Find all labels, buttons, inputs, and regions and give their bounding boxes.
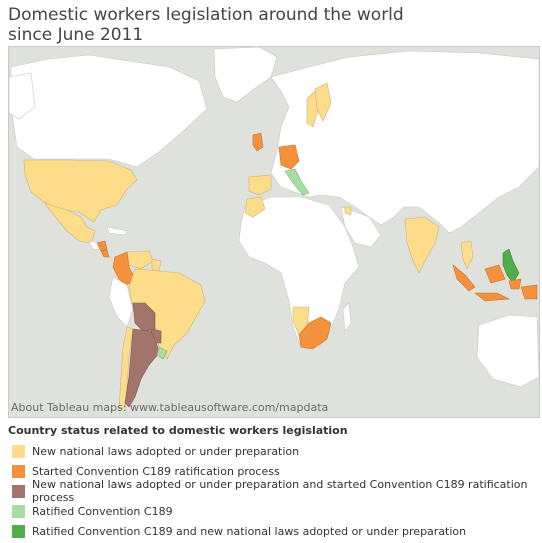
title-line-1: Domestic workers legislation around the … bbox=[8, 5, 404, 25]
country-argentina[interactable] bbox=[124, 328, 160, 408]
country-bolivia[interactable] bbox=[132, 302, 156, 332]
greenland bbox=[213, 47, 278, 103]
country-jordan[interactable] bbox=[344, 206, 352, 216]
country-nicaragua[interactable] bbox=[96, 240, 108, 252]
legend-label: Ratified Convention C189 bbox=[32, 504, 173, 518]
country-philippines[interactable] bbox=[502, 248, 520, 284]
legend-item[interactable]: New national laws adopted or under prepa… bbox=[8, 478, 538, 504]
country-united-states[interactable] bbox=[23, 159, 138, 223]
legend-item[interactable]: Started Convention C189 ratification pro… bbox=[8, 461, 538, 481]
caribbean bbox=[106, 226, 128, 236]
country-morocco[interactable] bbox=[244, 196, 266, 218]
legend-swatch bbox=[12, 524, 25, 538]
canada bbox=[10, 54, 208, 168]
legend-item[interactable]: Ratified Convention C189 bbox=[8, 501, 538, 521]
country-uruguay[interactable] bbox=[156, 346, 168, 360]
legend-label: Ratified Convention C189 and new nationa… bbox=[32, 524, 467, 538]
country-costa-rica[interactable] bbox=[100, 249, 110, 258]
legend-title: Country status related to domestic worke… bbox=[8, 424, 348, 437]
country-germany[interactable] bbox=[278, 144, 300, 170]
country-south-africa[interactable] bbox=[298, 316, 332, 350]
legend-label: New national laws adopted or under prepa… bbox=[32, 478, 528, 504]
country-finland[interactable] bbox=[314, 82, 332, 122]
country-united-kingdom[interactable] bbox=[252, 132, 264, 152]
country-india[interactable] bbox=[404, 216, 440, 274]
country-italy[interactable] bbox=[284, 168, 310, 196]
world-map-svg[interactable] bbox=[9, 47, 539, 417]
legend: Country status related to domestic worke… bbox=[8, 424, 538, 541]
australia bbox=[476, 314, 539, 388]
legend-swatch bbox=[12, 484, 25, 498]
africa bbox=[238, 196, 360, 352]
legend-item[interactable]: New national laws adopted or under prepa… bbox=[8, 441, 538, 461]
country-spain[interactable] bbox=[248, 174, 272, 196]
title-line-2: since June 2011 bbox=[8, 25, 144, 45]
legend-item[interactable]: Ratified Convention C189 and new nationa… bbox=[8, 521, 538, 541]
eurasia bbox=[270, 50, 539, 234]
world-map[interactable]: About Tableau maps: www.tableausoftware.… bbox=[8, 46, 540, 418]
country-indonesia[interactable] bbox=[452, 264, 538, 302]
alaska bbox=[9, 72, 36, 120]
chart-title: Domestic workers legislation around the … bbox=[8, 5, 528, 45]
legend-label: Started Convention C189 ratification pro… bbox=[32, 464, 280, 478]
legend-label: New national laws adopted or under prepa… bbox=[32, 444, 300, 458]
legend-swatch bbox=[12, 504, 25, 518]
madagascar bbox=[342, 302, 352, 332]
map-credit[interactable]: About Tableau maps: www.tableausoftware.… bbox=[11, 401, 329, 414]
country-thailand[interactable] bbox=[460, 240, 474, 270]
legend-swatch bbox=[12, 464, 25, 478]
country-chile[interactable] bbox=[118, 326, 134, 410]
country-guyana[interactable] bbox=[151, 258, 162, 272]
legend-swatch bbox=[12, 444, 25, 458]
